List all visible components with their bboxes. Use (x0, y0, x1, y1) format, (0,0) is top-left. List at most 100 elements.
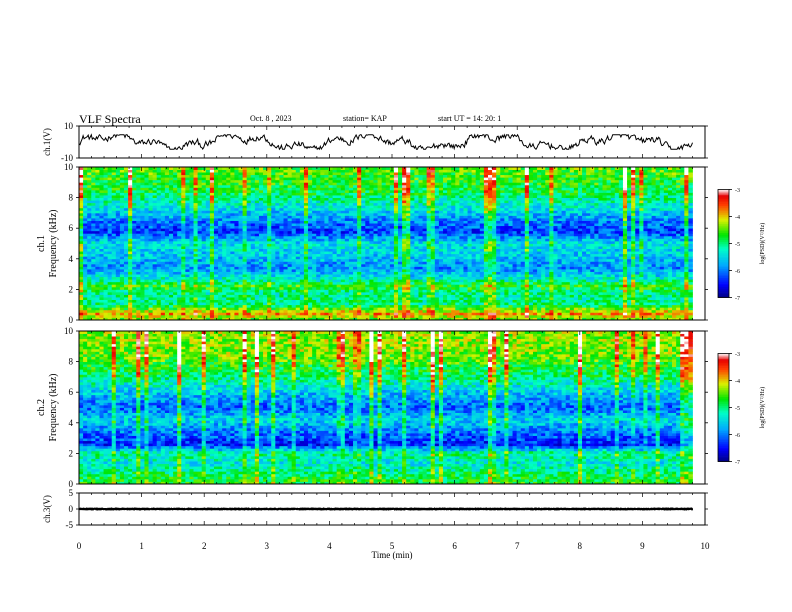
spectrogram-cell (532, 291, 538, 295)
spectrogram-cell (475, 299, 481, 303)
spectrogram-cell (238, 297, 243, 300)
spectrogram-cell (271, 246, 276, 249)
spectrogram-cell (610, 258, 616, 262)
spectrogram-cell (549, 302, 554, 306)
spectrogram-cell (389, 279, 395, 283)
spectrogram-cell (508, 302, 513, 306)
spectrogram-cell (647, 266, 652, 270)
spectrogram-cell (676, 258, 681, 262)
spectrogram-cell (545, 317, 550, 321)
spectrogram-cell (520, 291, 526, 295)
spectrogram-cell (91, 299, 96, 303)
spectrogram-cell (430, 258, 436, 262)
spectrogram-cell (348, 312, 354, 316)
spectrogram-cell (230, 307, 235, 311)
spectrogram-cell (271, 297, 276, 300)
spectrogram-cell (639, 297, 644, 300)
spectrogram-cell (369, 243, 374, 247)
spectrogram-cell (487, 312, 493, 316)
spectrogram-cell (144, 251, 149, 255)
spectrogram-cell (688, 248, 693, 252)
spectrogram-cell (209, 281, 215, 285)
spectrogram-cell (99, 271, 104, 275)
spectrogram-cell (357, 302, 362, 306)
spectrogram-cell (602, 261, 607, 265)
spectrogram-cell (422, 317, 428, 321)
spectrogram-cell (312, 276, 317, 280)
spectrogram-cell (565, 261, 571, 265)
spectrogram-cell (430, 246, 436, 249)
spectrogram-cell (312, 271, 317, 275)
station-label: station= KAP (343, 114, 387, 123)
spectrogram-cell (283, 294, 288, 298)
spectrogram-cell (451, 286, 456, 290)
spectrogram-cell (667, 269, 673, 272)
spectrogram-cell (168, 263, 174, 267)
spectrogram-cell (430, 266, 436, 270)
spectrogram-cell (103, 251, 109, 255)
spectrogram-cell (492, 238, 497, 242)
spectrogram-cell (209, 253, 215, 257)
spectrogram-cell (389, 243, 395, 247)
spectrogram-cell (99, 246, 104, 249)
spectrogram-cell (467, 269, 473, 272)
spectrogram-cell (332, 251, 338, 255)
spectrogram-cell (344, 299, 350, 303)
spectrogram-cell (573, 258, 579, 262)
spectrogram-cell (455, 304, 460, 308)
spectrogram-cell (275, 304, 280, 308)
spectrogram-cell (144, 235, 149, 239)
spectrogram-cell (132, 304, 137, 308)
spectrogram-cell (475, 261, 481, 265)
spectrogram-cell (128, 307, 133, 311)
spectrogram-cell (606, 294, 612, 298)
spectrogram-cell (242, 269, 248, 272)
spectrogram-cell (590, 304, 595, 308)
spectrogram-cell (418, 253, 423, 257)
ch1-waveform-frame (78, 125, 706, 159)
spectrogram-cell (672, 284, 677, 288)
spectrogram-cell (688, 289, 693, 293)
spectrogram-cell (275, 251, 280, 255)
spectrogram-cell (451, 312, 456, 316)
spectrogram-cell (598, 284, 603, 288)
spectrogram-cell (279, 261, 284, 265)
spectrogram-cell (459, 238, 464, 242)
spectrogram-cell (647, 289, 652, 293)
spectrogram-cell (324, 294, 329, 298)
spectrogram-cell (381, 238, 387, 242)
spectrogram-cell (614, 294, 620, 298)
spectrogram-cell (136, 274, 141, 278)
spectrogram-cell (246, 271, 252, 275)
spectrogram-cell (471, 314, 477, 318)
spectrogram-cell (299, 256, 305, 260)
spectrogram-cell (422, 266, 428, 270)
spectrogram-cell (430, 299, 436, 303)
spectrogram-cell (353, 297, 358, 300)
spectrogram-cell (87, 240, 92, 244)
spectrogram-cell (246, 317, 252, 321)
spectrogram-cell (410, 297, 415, 300)
spectrogram-cell (385, 302, 391, 306)
spectrogram-cell (287, 258, 293, 262)
spectrogram-cell (164, 314, 170, 318)
spectrogram-cell (467, 238, 473, 242)
spectrogram-cell (402, 253, 407, 257)
spectrogram-cell (569, 253, 575, 257)
spectrogram-cell (83, 302, 88, 306)
spectrogram-cell (91, 279, 96, 283)
spectrogram-cell (586, 286, 591, 290)
spectrogram-cell (213, 251, 219, 255)
spectrogram-cell (303, 248, 309, 252)
spectrogram-cell (353, 238, 358, 242)
spectrogram-cell (451, 314, 456, 318)
spectrogram-cell (434, 256, 440, 260)
spectrogram-cell (152, 314, 158, 318)
spectrogram-cell (348, 235, 354, 239)
spectrogram-cell (590, 276, 595, 280)
spectrogram-cell (643, 256, 648, 260)
spectrogram-cell (230, 304, 235, 308)
spectrogram-cell (152, 261, 158, 265)
spectrogram-cell (328, 276, 333, 280)
spectrogram-cell (238, 299, 243, 303)
